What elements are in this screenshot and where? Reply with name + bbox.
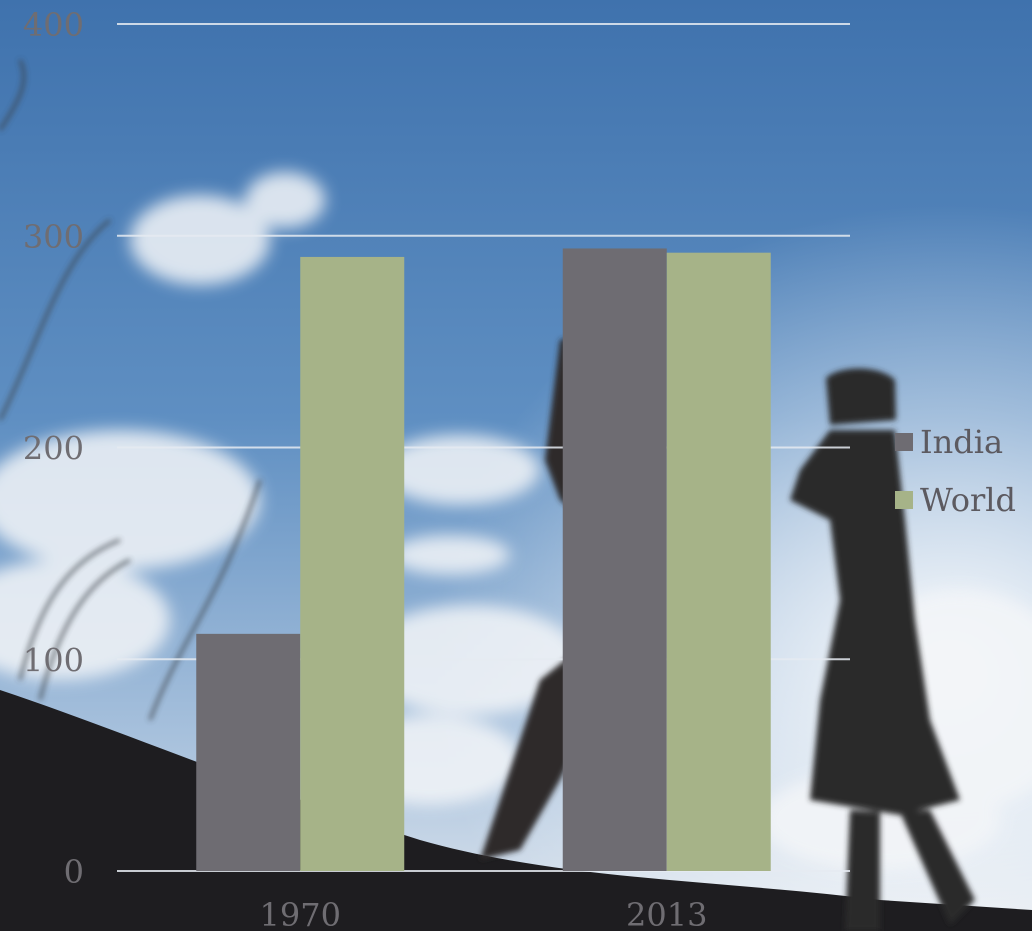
y-tick-label: 300 [23, 218, 84, 256]
legend-label-world: World [920, 481, 1016, 519]
y-tick-label: 0 [64, 853, 84, 891]
y-axis-ticks: 0 100 200 300 400 [23, 6, 84, 891]
legend-label-india: India [920, 423, 1003, 461]
person-right-silhouette [790, 368, 975, 931]
y-tick-label: 400 [23, 6, 84, 44]
legend-swatch-world [895, 491, 913, 509]
x-axis-ticks: 1970 2013 [260, 896, 708, 931]
x-tick-label: 1970 [260, 896, 341, 931]
grass-silhouette [0, 59, 262, 721]
y-tick-label: 200 [23, 430, 84, 468]
bar-india-1970 [196, 633, 301, 871]
legend: India World [895, 423, 1016, 519]
bar-india-2013 [562, 248, 667, 871]
bars [196, 248, 771, 871]
y-tick-label: 100 [23, 641, 84, 679]
x-tick-label: 2013 [626, 896, 707, 931]
legend-swatch-india [895, 433, 913, 451]
bar-world-1970 [300, 256, 405, 871]
bar-world-2013 [666, 252, 771, 871]
